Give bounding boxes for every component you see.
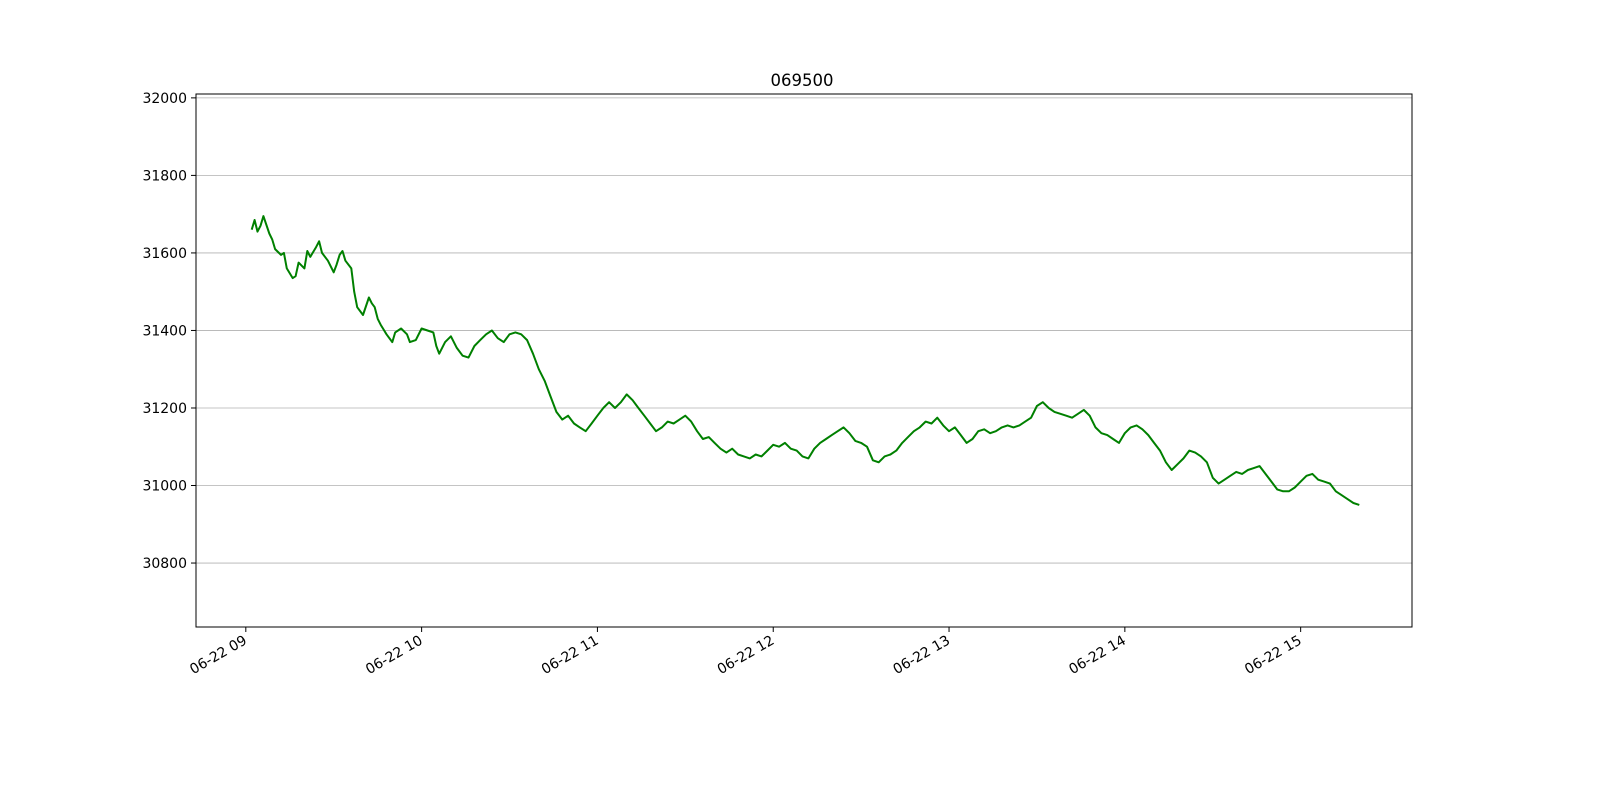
- plot-frame: [195, 93, 1413, 628]
- y-tick-label: 31000: [142, 479, 187, 495]
- chart-title: 069500: [771, 71, 834, 90]
- y-tick-label: 31400: [142, 323, 187, 339]
- y-tick-label: 31800: [142, 168, 187, 184]
- y-tick-label: 30800: [142, 556, 187, 572]
- series-line: [250, 215, 1360, 506]
- y-tick-label: 31200: [142, 401, 187, 417]
- series-layer: [250, 215, 1360, 506]
- y-tick-label: 32000: [142, 91, 187, 107]
- y-tick-label: 31600: [142, 246, 187, 262]
- y-axis: 30800 31000 31200 31400 31600 31800 32000: [142, 91, 196, 572]
